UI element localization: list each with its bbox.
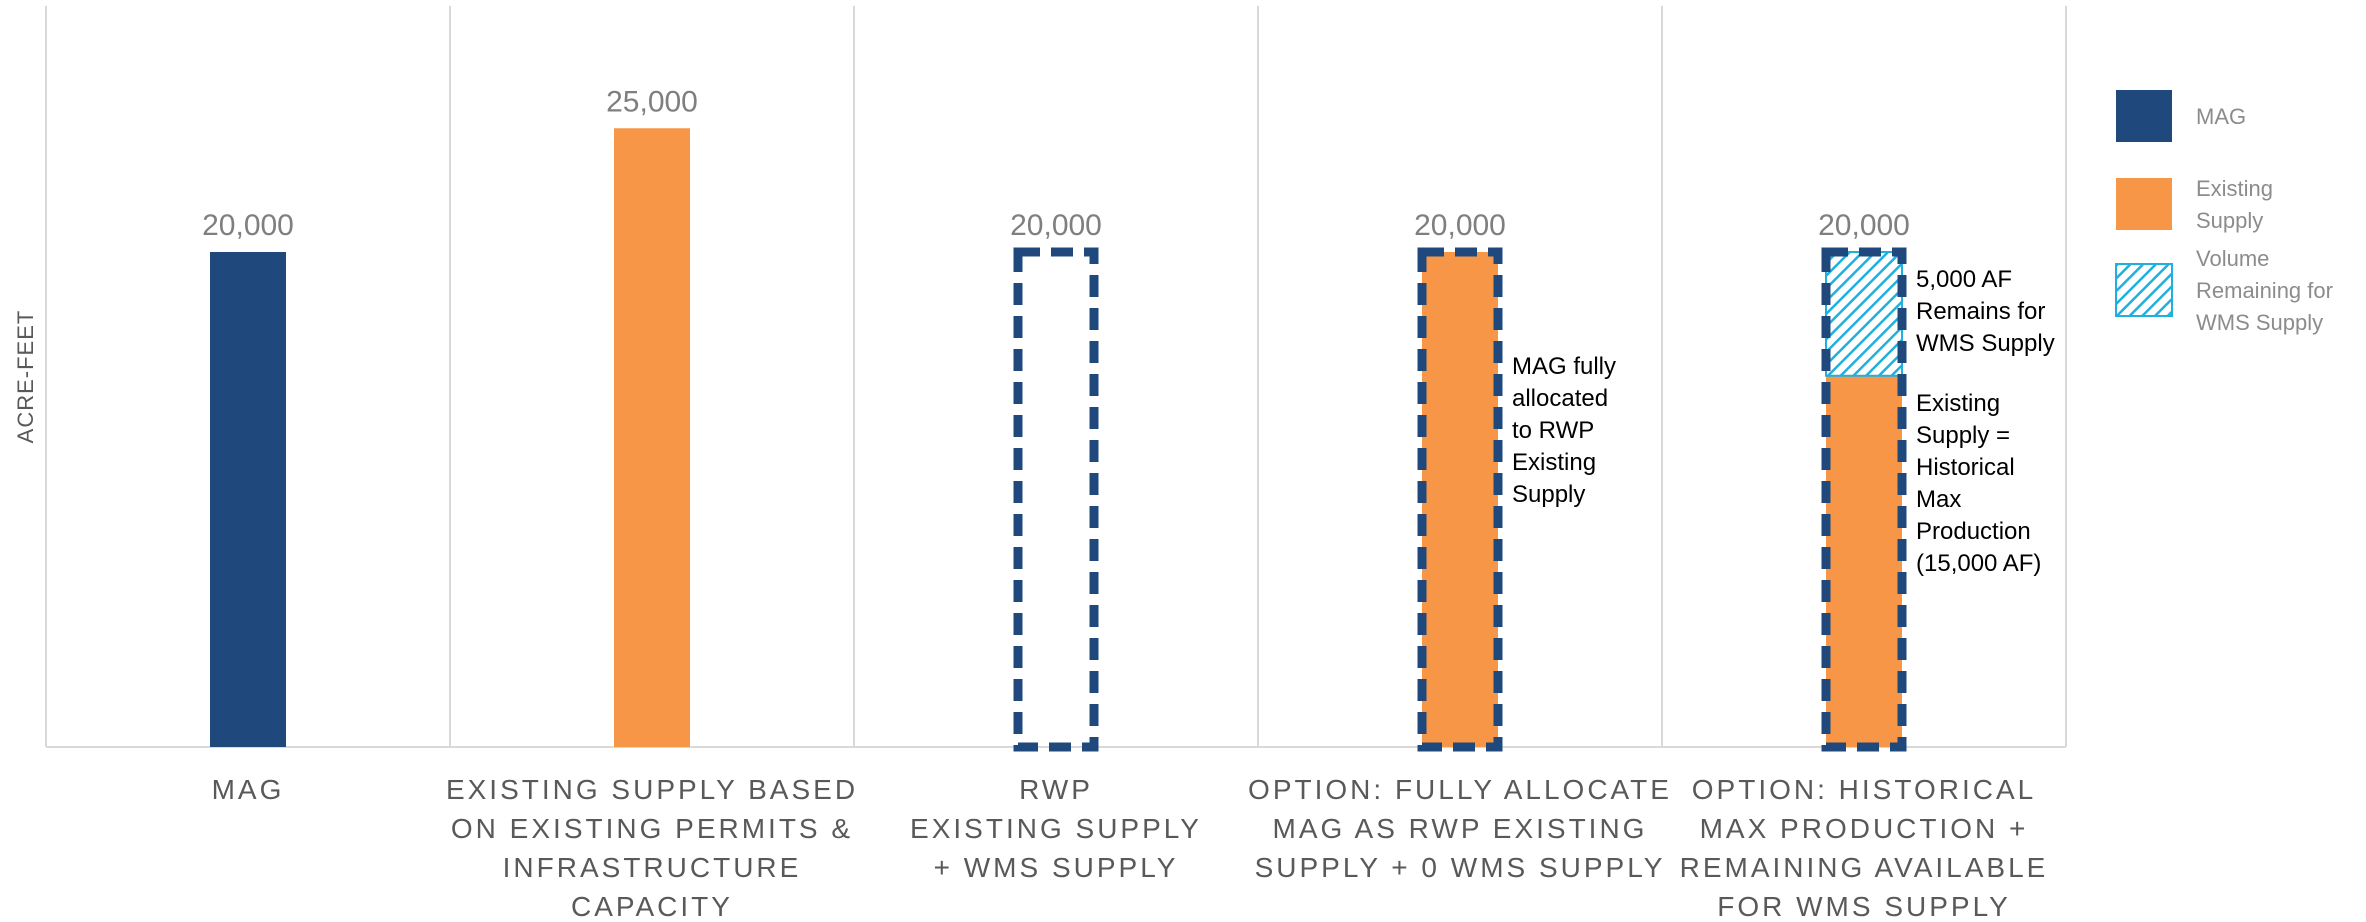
category-label: RWP EXISTING SUPPLY + WMS SUPPLY [910,774,1202,883]
legend-label-existing: Existing Supply [2196,176,2273,233]
dashed-outline-bar [1417,247,1503,752]
category-label: MAG [212,774,285,805]
data-label: 20,000 [202,209,294,242]
data-label: 20,000 [1818,209,1910,242]
dashed-outline-bar [1013,247,1099,752]
data-label: 20,000 [1010,209,1102,242]
legend-label-remaining: Volume Remaining for WMS Supply [2196,246,2333,335]
legend-swatch-remaining [2115,263,2173,317]
bar-segment-mag [210,252,286,747]
data-label: 25,000 [606,85,698,118]
bar-segment-remaining [1825,251,1903,377]
category-label: OPTION: HISTORICAL MAX PRODUCTION + REMAIN… [1680,774,2049,917]
category-label: OPTION: FULLY ALLOCATE MAG AS RWP EXISTIN… [1248,774,1672,883]
bar-annotation: Existing Supply = Historical Max Production(… [1916,390,2041,577]
y-axis-title: ACRE-FEET [13,310,38,444]
dashed-outline-bar [1821,247,1907,752]
bar-segment-existing [1826,375,1902,747]
bar-segment-existing [614,128,690,747]
data-label: 20,000 [1414,209,1506,242]
bar-segment-existing [1422,252,1498,747]
legend-label-mag: MAG [2196,104,2246,129]
category-label: EXISTING SUPPLY BASED ON EXISTING PERMITS… [446,774,858,917]
legend-swatch-existing [2116,178,2172,230]
legend-swatch-mag [2116,90,2172,142]
bar-annotation: 5,000 AF Remains for WMS Supply [1916,266,2055,357]
bar-annotation: MAG fully allocated to RWP Existing Supply [1512,353,1616,508]
